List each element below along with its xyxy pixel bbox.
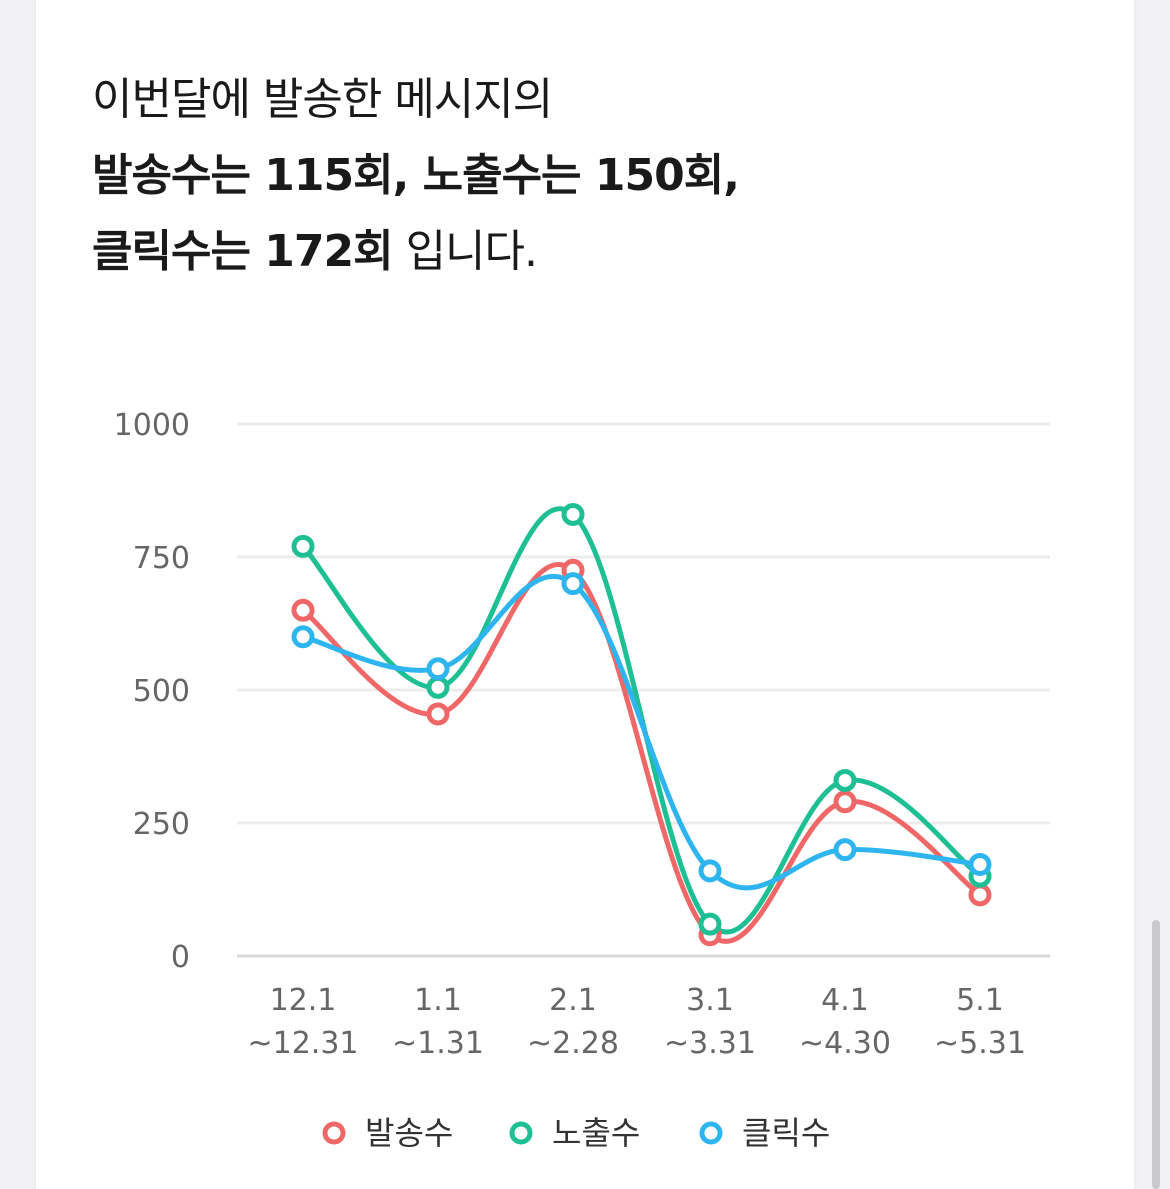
x-tick-label: 2.1 ~2.28 bbox=[527, 983, 619, 1061]
headline-impression-suffix: 회, bbox=[683, 150, 740, 201]
series-line bbox=[302, 573, 981, 891]
legend-marker bbox=[699, 1121, 723, 1145]
x-tick-label: 3.1 ~3.31 bbox=[664, 983, 756, 1061]
data-point[interactable] bbox=[426, 702, 450, 726]
data-point[interactable] bbox=[561, 572, 585, 596]
chart-series bbox=[291, 502, 992, 947]
headline-click-label: 클릭수는 bbox=[92, 226, 265, 277]
headline-line-1: 이번달에 발송한 메시지의 bbox=[92, 62, 739, 138]
data-point[interactable] bbox=[833, 768, 857, 792]
data-point[interactable] bbox=[833, 838, 857, 862]
data-point[interactable] bbox=[968, 852, 992, 876]
data-point[interactable] bbox=[968, 883, 992, 907]
chart-legend: 발송수 노출수 클릭수 bbox=[322, 1114, 830, 1152]
y-tick-label: 0 bbox=[171, 940, 190, 975]
headline-send-count: 115 bbox=[264, 150, 354, 201]
y-tick-label: 750 bbox=[133, 541, 190, 576]
data-point[interactable] bbox=[291, 625, 315, 649]
headline-line-2: 발송수는 115회, 노출수는 150회, bbox=[92, 138, 740, 214]
data-point[interactable] bbox=[426, 657, 450, 681]
legend-marker bbox=[322, 1121, 346, 1145]
legend-marker bbox=[509, 1121, 533, 1145]
data-point[interactable] bbox=[698, 859, 722, 883]
data-point[interactable] bbox=[561, 502, 585, 526]
x-tick-label: 1.1 ~1.31 bbox=[392, 983, 484, 1061]
y-axis-ticks: 0 250 500 750 1000 bbox=[114, 408, 190, 975]
x-axis-ticks: 12.1 ~12.31 1.1 ~1.31 2.1 ~2.28 3.1 ~3.31 4.1 ~4.… bbox=[247, 983, 1025, 1061]
data-point[interactable] bbox=[291, 534, 315, 558]
data-point[interactable] bbox=[833, 790, 857, 814]
headline-ending: 입니다. bbox=[392, 226, 538, 277]
headline-impression-label: 회, 노출수는 bbox=[353, 150, 595, 201]
x-tick-label: 5.1 ~5.31 bbox=[934, 983, 1026, 1061]
headline-send-label: 발송수는 bbox=[92, 150, 265, 201]
y-tick-label: 250 bbox=[133, 807, 190, 842]
data-point[interactable] bbox=[698, 912, 722, 936]
data-point[interactable] bbox=[426, 675, 450, 699]
data-point[interactable] bbox=[291, 598, 315, 622]
legend-label: 클릭수 bbox=[742, 1114, 830, 1152]
summary-headline: 이번달에 발송한 메시지의 발송수는 115회, 노출수는 150회, 클릭수는… bbox=[92, 62, 740, 290]
chart-grid bbox=[237, 422, 1050, 958]
y-tick-label: 500 bbox=[133, 674, 190, 709]
headline-line1-text: 이번달에 발송한 메시지의 bbox=[92, 74, 553, 125]
scrollbar[interactable] bbox=[1152, 920, 1160, 1189]
legend-label: 발송수 bbox=[365, 1114, 453, 1152]
x-tick-label: 12.1 ~12.31 bbox=[247, 983, 358, 1061]
legend-label: 노출수 bbox=[552, 1114, 640, 1152]
headline-line-3: 클릭수는 172회 입니다. bbox=[92, 214, 739, 290]
headline-click-suffix: 회 bbox=[353, 226, 393, 277]
y-tick-label: 1000 bbox=[114, 408, 190, 443]
x-tick-label: 4.1 ~4.30 bbox=[799, 983, 891, 1061]
headline-click-count: 172 bbox=[264, 226, 354, 277]
series-line bbox=[301, 562, 982, 944]
headline-impression-count: 150 bbox=[594, 150, 685, 201]
